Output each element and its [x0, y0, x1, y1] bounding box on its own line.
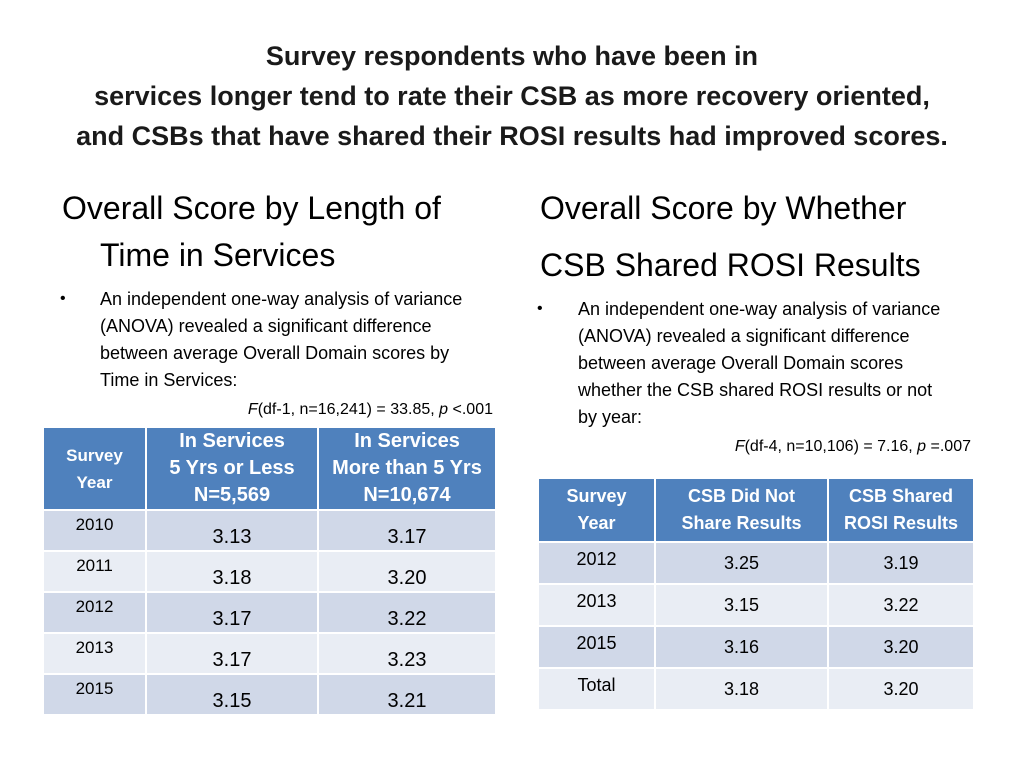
table-row: 2012 3.25 3.19: [537, 541, 975, 585]
left-stat-f: F: [247, 401, 258, 418]
title-line-2: services longer tend to rate their CSB a…: [94, 81, 930, 111]
right-table-header-row: Survey Year CSB Did Not Share Results CS…: [537, 477, 975, 543]
left-stat-p: p: [439, 401, 449, 418]
right-bullet-text: An independent one-way analysis of varia…: [578, 299, 941, 427]
left-heading-line-2: Time in Services: [100, 237, 336, 273]
left-row-value-more-than-5yrs: 3.20: [317, 550, 497, 593]
title-line-3: and CSBs that have shared their ROSI res…: [76, 121, 948, 151]
left-f-statistic: F(df-1, n=16,241) = 33.85, p <.001: [200, 401, 493, 419]
left-row-year: 2011: [42, 550, 147, 593]
left-table-header-row: Survey Year In Services 5 Yrs or Less N=…: [42, 426, 497, 511]
right-stat-mid: (df-4, n=10,106) = 7.16,: [744, 438, 918, 455]
right-row-value-shared: 3.20: [827, 667, 975, 711]
left-results-table: Survey Year In Services 5 Yrs or Less N=…: [42, 426, 497, 716]
table-row: 2010 3.13 3.17: [42, 509, 497, 552]
right-row-value-shared: 3.22: [827, 583, 975, 627]
left-row-year: 2010: [42, 509, 147, 552]
right-bullet-dot: •: [537, 300, 543, 317]
right-row-value-did-not-share: 3.18: [654, 667, 829, 711]
right-header-shared: CSB Shared ROSI Results: [827, 477, 975, 543]
left-row-value-5yrs-or-less: 3.17: [145, 591, 319, 634]
right-row-year: 2012: [537, 541, 656, 585]
left-row-value-more-than-5yrs: 3.23: [317, 632, 497, 675]
left-row-value-more-than-5yrs: 3.17: [317, 509, 497, 552]
right-row-value-shared: 3.19: [827, 541, 975, 585]
right-results-table: Survey Year CSB Did Not Share Results CS…: [537, 477, 975, 711]
left-heading-line-1: Overall Score by Length of: [62, 190, 441, 226]
left-header-5yrs-or-less: In Services 5 Yrs or Less N=5,569: [145, 426, 319, 511]
left-header-survey-year: Survey Year: [42, 426, 147, 511]
slide-title: Survey respondents who have been in serv…: [30, 36, 994, 156]
left-stat-mid: (df-1, n=16,241) = 33.85,: [257, 401, 440, 418]
title-line-1: Survey respondents who have been in: [265, 41, 759, 71]
right-header-did-not-share: CSB Did Not Share Results: [654, 477, 829, 543]
left-stat-end: <.001: [448, 401, 494, 418]
table-row: 2013 3.17 3.23: [42, 632, 497, 675]
left-header-more-than-5yrs: In Services More than 5 Yrs N=10,674: [317, 426, 497, 511]
right-heading-line-1: Overall Score by Whether: [540, 190, 907, 226]
right-stat-p: p: [917, 438, 927, 455]
right-stat-f: F: [734, 438, 745, 455]
left-bullet-dot: •: [60, 290, 66, 307]
right-row-value-did-not-share: 3.15: [654, 583, 829, 627]
left-row-value-more-than-5yrs: 3.21: [317, 673, 497, 716]
right-row-value-shared: 3.20: [827, 625, 975, 669]
left-row-value-5yrs-or-less: 3.18: [145, 550, 319, 593]
right-row-year: 2015: [537, 625, 656, 669]
left-row-value-5yrs-or-less: 3.15: [145, 673, 319, 716]
left-row-value-5yrs-or-less: 3.13: [145, 509, 319, 552]
right-f-statistic: F(df-4, n=10,106) = 7.16, p =.007: [640, 438, 971, 456]
right-row-year: Total: [537, 667, 656, 711]
left-row-year: 2013: [42, 632, 147, 675]
left-row-value-5yrs-or-less: 3.17: [145, 632, 319, 675]
left-row-year: 2012: [42, 591, 147, 634]
left-row-value-more-than-5yrs: 3.22: [317, 591, 497, 634]
right-row-value-did-not-share: 3.25: [654, 541, 829, 585]
table-row: 2011 3.18 3.20: [42, 550, 497, 593]
left-bullet-text: An independent one-way analysis of varia…: [100, 289, 463, 390]
table-row: Total 3.18 3.20: [537, 667, 975, 711]
table-row: 2015 3.15 3.21: [42, 673, 497, 716]
right-heading-line-2: CSB Shared ROSI Results: [540, 247, 921, 283]
left-row-year: 2015: [42, 673, 147, 716]
right-row-value-did-not-share: 3.16: [654, 625, 829, 669]
right-stat-end: =.007: [926, 438, 972, 455]
right-header-survey-year: Survey Year: [537, 477, 656, 543]
right-row-year: 2013: [537, 583, 656, 627]
table-row: 2012 3.17 3.22: [42, 591, 497, 634]
table-row: 2013 3.15 3.22: [537, 583, 975, 627]
table-row: 2015 3.16 3.20: [537, 625, 975, 669]
